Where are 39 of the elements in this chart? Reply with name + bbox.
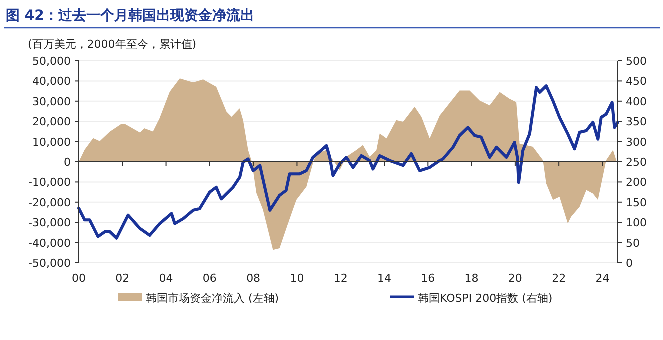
- x-tick-label: 02: [116, 272, 130, 285]
- y2-tick-label: 450: [626, 75, 647, 88]
- y-tick-label: 0: [64, 156, 71, 169]
- chart-subtitle: (百万美元，2000年至今，累计值): [28, 38, 197, 51]
- x-tick-label: 24: [596, 272, 610, 285]
- chart-title: 图 42：过去一个月韩国出现资金净流出: [6, 7, 254, 24]
- y2-tick-label: 0: [626, 257, 633, 270]
- y2-tick-label: 100: [626, 216, 647, 230]
- x-tick-label: 14: [378, 272, 392, 285]
- y-tick-label: 40,000: [32, 75, 71, 88]
- y-tick-label: -40,000: [28, 236, 71, 250]
- legend-label: 韩国市场资金净流入 (左轴): [146, 292, 280, 305]
- y-tick-label: 30,000: [32, 95, 71, 108]
- y2-tick-label: 250: [626, 156, 647, 169]
- x-tick-label: 04: [159, 272, 174, 285]
- y2-tick-label: 500: [626, 55, 647, 68]
- y2-tick-label: 400: [626, 95, 647, 108]
- legend-label: 韩国KOSPI 200指数 (右轴): [418, 292, 553, 305]
- x-tick-label: 12: [334, 272, 348, 285]
- y2-tick-label: 300: [626, 136, 647, 149]
- y-tick-label: -30,000: [28, 216, 71, 230]
- y2-tick-label: 50: [626, 236, 640, 250]
- y2-tick-label: 150: [626, 196, 647, 210]
- y-tick-label: -10,000: [28, 176, 71, 190]
- x-tick-label: 06: [202, 272, 217, 285]
- y-tick-label: -50,000: [28, 257, 71, 270]
- x-tick-label: 20: [508, 272, 522, 285]
- y2-tick-label: 200: [626, 176, 647, 190]
- y-tick-label: -20,000: [28, 196, 71, 210]
- x-tick-label: 08: [246, 272, 261, 285]
- x-tick-label: 22: [552, 272, 566, 285]
- y-tick-label: 20,000: [32, 116, 71, 129]
- x-tick-label: 16: [421, 272, 436, 285]
- x-tick-label: 18: [464, 272, 479, 285]
- x-tick-label: 10: [290, 272, 304, 285]
- x-tick-label: 00: [72, 272, 86, 285]
- y2-tick-label: 350: [626, 116, 647, 129]
- y-tick-label: 10,000: [32, 136, 71, 149]
- y-tick-label: 50,000: [32, 55, 71, 68]
